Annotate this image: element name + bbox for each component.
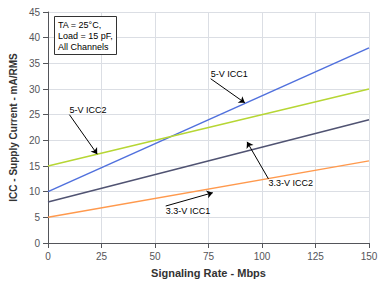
svg-text:5-V ICC1: 5-V ICC1 <box>211 69 248 79</box>
svg-text:150: 150 <box>361 251 378 262</box>
svg-text:35: 35 <box>29 58 41 69</box>
svg-text:10: 10 <box>29 186 41 197</box>
svg-text:45: 45 <box>29 7 41 18</box>
svg-text:Load = 15 pF,: Load = 15 pF, <box>58 31 113 41</box>
svg-text:50: 50 <box>149 251 161 262</box>
svg-text:15: 15 <box>29 161 41 172</box>
svg-text:TA = 25°C,: TA = 25°C, <box>58 20 101 30</box>
svg-text:75: 75 <box>203 251 215 262</box>
svg-text:3.3-V ICC1: 3.3-V ICC1 <box>166 206 211 216</box>
svg-text:25: 25 <box>29 109 41 120</box>
svg-text:20: 20 <box>29 135 41 146</box>
svg-text:All Channels: All Channels <box>58 42 109 52</box>
svg-text:0: 0 <box>45 251 51 262</box>
svg-text:5-V ICC2: 5-V ICC2 <box>69 105 106 115</box>
svg-text:0: 0 <box>34 238 40 249</box>
svg-text:5: 5 <box>34 212 40 223</box>
svg-text:3.3-V ICC2: 3.3-V ICC2 <box>268 178 313 188</box>
svg-text:Signaling Rate - Mbps: Signaling Rate - Mbps <box>151 267 266 279</box>
svg-text:25: 25 <box>96 251 108 262</box>
svg-text:100: 100 <box>254 251 271 262</box>
svg-text:125: 125 <box>307 251 324 262</box>
svg-text:30: 30 <box>29 84 41 95</box>
svg-text:40: 40 <box>29 32 41 43</box>
svg-text:ICC - Supply Current - mA/RMS: ICC - Supply Current - mA/RMS <box>8 53 19 202</box>
